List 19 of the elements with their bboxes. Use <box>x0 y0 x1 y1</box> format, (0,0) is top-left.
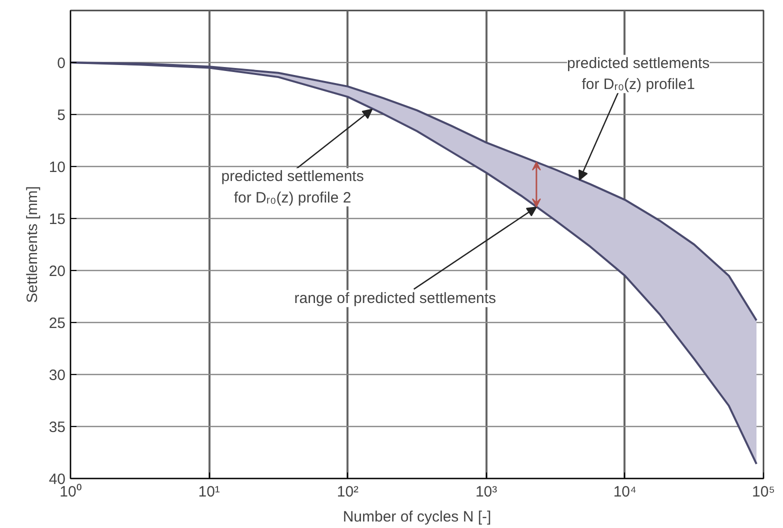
annotation: predicted settlements for Dᵣ₀(z) profile 2 <box>221 168 364 206</box>
y-tick-label: 20 <box>48 263 66 280</box>
y-tick-label: 35 <box>48 419 66 436</box>
y-tick-label: 25 <box>48 315 66 332</box>
y-tick-label: 30 <box>48 367 66 384</box>
x-tick-label: 10¹ <box>198 484 220 500</box>
y-tick-label: 5 <box>57 107 66 124</box>
y-axis-title: Settlements [mm] <box>24 186 41 303</box>
x-axis-title: Number of cycles N [-] <box>342 508 492 526</box>
annotation: range of predicted settlements <box>294 290 496 308</box>
annotation: predicted settlements for Dᵣ₀(z) profile1 <box>567 54 710 94</box>
x-tick-label: 10⁵ <box>752 484 775 500</box>
y-tick-label: 10 <box>48 159 66 176</box>
x-tick-label: 10⁴ <box>613 484 636 500</box>
x-tick-label: 10⁰ <box>60 484 82 500</box>
y-tick-label: 15 <box>48 211 66 228</box>
x-tick-label: 10² <box>336 484 359 500</box>
x-tick-label: 10³ <box>475 484 498 500</box>
y-tick-label: 0 <box>57 55 66 72</box>
